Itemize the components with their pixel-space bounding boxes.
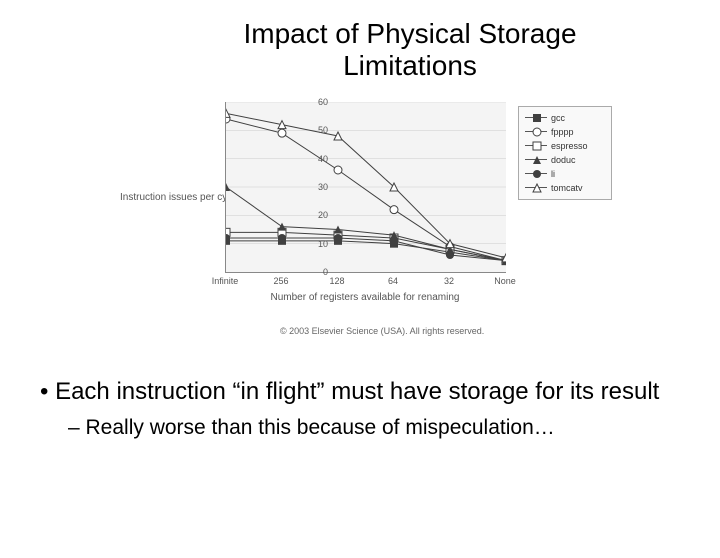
copyright-text: © 2003 Elsevier Science (USA). All right… [280,326,484,336]
legend-marker [525,183,547,193]
legend-item: gcc [525,111,605,125]
y-axis-label: Instruction issues per cycle [120,192,240,203]
legend: gcc fpppp espresso doduc li tomcatv [518,106,612,200]
y-tick: 50 [318,125,328,135]
bullet-list: Each instruction “in flight” must have s… [40,378,680,440]
x-tick: 256 [273,276,288,286]
x-tick: Infinite [212,276,239,286]
legend-marker [525,169,547,179]
chart-container: Instruction issues per cycle 0 10 20 30 40 50… [120,102,610,322]
legend-item: espresso [525,139,605,153]
legend-item: fpppp [525,125,605,139]
y-tick: 40 [318,154,328,164]
legend-marker [525,113,547,123]
bullet-1: Each instruction “in flight” must have s… [40,378,680,407]
y-tick: 60 [318,97,328,107]
title-line-1: Impact of Physical Storage [243,18,576,49]
bullet-2: Really worse than this because of mispec… [68,415,680,440]
x-tick: 128 [329,276,344,286]
legend-marker [525,155,547,165]
legend-item: tomcatv [525,181,605,195]
x-axis-label: Number of registers available for renami… [225,292,505,303]
legend-label: li [551,169,555,179]
legend-label: espresso [551,141,588,151]
title-line-2: Limitations [343,50,477,81]
legend-item: li [525,167,605,181]
slide-title: Impact of Physical Storage Limitations [100,18,720,82]
x-tick: 64 [388,276,398,286]
legend-label: fpppp [551,127,574,137]
legend-marker [525,141,547,151]
y-tick: 10 [318,239,328,249]
legend-label: doduc [551,155,576,165]
plot-area [225,102,506,273]
y-tick: 20 [318,210,328,220]
y-tick: 30 [318,182,328,192]
legend-label: gcc [551,113,565,123]
chart-svg [226,102,506,272]
x-tick: 32 [444,276,454,286]
legend-label: tomcatv [551,183,583,193]
legend-item: doduc [525,153,605,167]
legend-marker [525,127,547,137]
x-tick: None [494,276,516,286]
y-tick: 0 [323,267,328,277]
